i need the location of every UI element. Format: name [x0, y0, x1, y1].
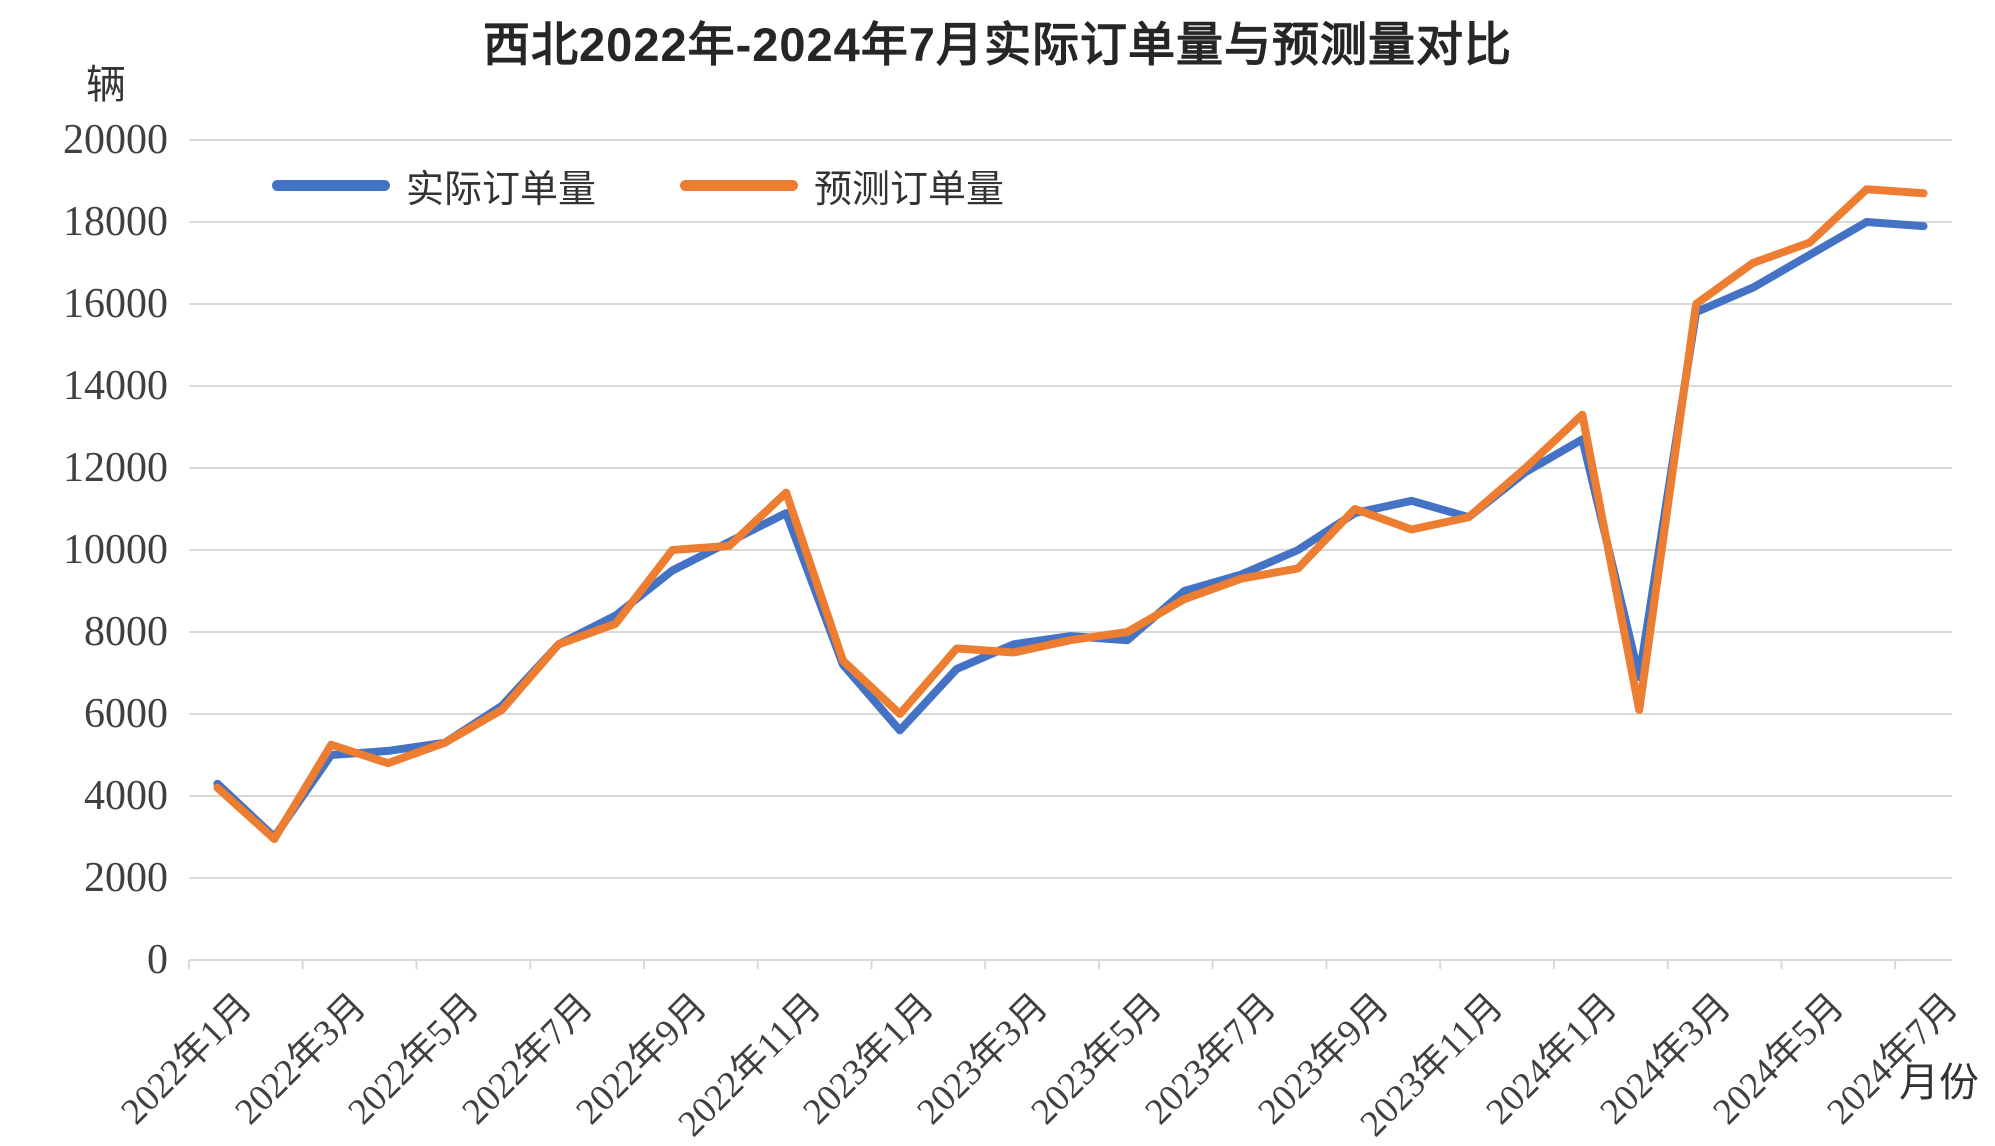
y-tick-label: 8000 — [84, 609, 168, 655]
y-tick-label: 20000 — [63, 117, 168, 163]
legend-swatch-actual-line — [272, 180, 390, 191]
legend-label-forecast: 预测订单量 — [814, 169, 1005, 211]
forecast-orders-line — [213, 185, 1928, 844]
legend: 实际订单量 预测订单量 — [272, 158, 1004, 213]
y-tick-label: 18000 — [63, 199, 168, 245]
legend-swatch-forecast-line — [680, 180, 799, 191]
legend-label-actual: 实际订单量 — [406, 169, 597, 211]
chart-title: 西北2022年-2024年7月实际订单量与预测量对比 — [483, 18, 1512, 71]
chart-container: 辆 西北2022年-2024年7月实际订单量与预测量对比 实际订单量 预测订单量… — [63, 18, 1979, 1145]
x-axis-title: 月份 — [1899, 1060, 1979, 1105]
plot-area — [188, 139, 1952, 969]
y-tick-label: 4000 — [84, 773, 168, 819]
y-axis-unit-label: 辆 — [86, 62, 126, 107]
y-tick-label: 12000 — [63, 445, 168, 491]
y-tick-label: 16000 — [63, 281, 168, 327]
y-tick-label: 2000 — [84, 855, 168, 901]
y-tick-label: 14000 — [63, 363, 168, 409]
legend-item-forecast: 预测订单量 — [680, 158, 1004, 213]
y-tick-label: 0 — [147, 937, 168, 983]
y-tick-label: 6000 — [84, 691, 168, 737]
legend-item-actual: 实际订单量 — [272, 158, 596, 213]
y-tick-label: 10000 — [63, 527, 168, 573]
